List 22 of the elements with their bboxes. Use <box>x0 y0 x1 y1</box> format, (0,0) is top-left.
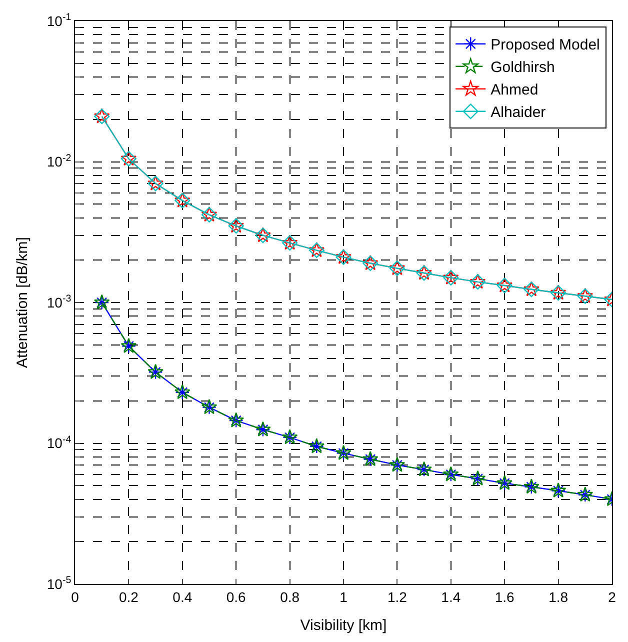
x-tick-label: 1.6 <box>494 588 515 605</box>
legend-label: Proposed Model <box>490 36 600 54</box>
y-tick-label: 10$^{-1}$ <box>46 12 72 29</box>
x-tick-label: 1 <box>340 588 348 605</box>
x-tick-label: 1.2 <box>387 588 408 605</box>
legend-label: Alhaider <box>490 104 546 122</box>
y-tick-label: 10$^{-4}$ <box>46 434 72 452</box>
x-axis-title: Visibility [km] <box>300 616 387 634</box>
x-tick-label: 0.4 <box>172 588 192 605</box>
x-tick-label: 0.8 <box>280 588 300 605</box>
x-tick-label: 1.4 <box>441 588 461 605</box>
x-tick-label: 1.8 <box>548 588 568 605</box>
legend-label: Goldhirsh <box>490 59 555 76</box>
y-tick-label: 10$^{-5}$ <box>46 575 72 592</box>
y-tick-label: 10$^{-3}$ <box>46 294 72 310</box>
y-axis-title: Attenuation [dB/km] <box>14 237 32 368</box>
legend-label: Ahmed <box>490 82 538 99</box>
x-tick-label: 2 <box>608 588 616 605</box>
x-tick-label: 0 <box>71 588 80 605</box>
y-tick-label: 10$^{-2}$ <box>46 152 72 170</box>
x-tick-label: 0.6 <box>226 588 246 605</box>
x-tick-label: 0.2 <box>118 588 139 605</box>
